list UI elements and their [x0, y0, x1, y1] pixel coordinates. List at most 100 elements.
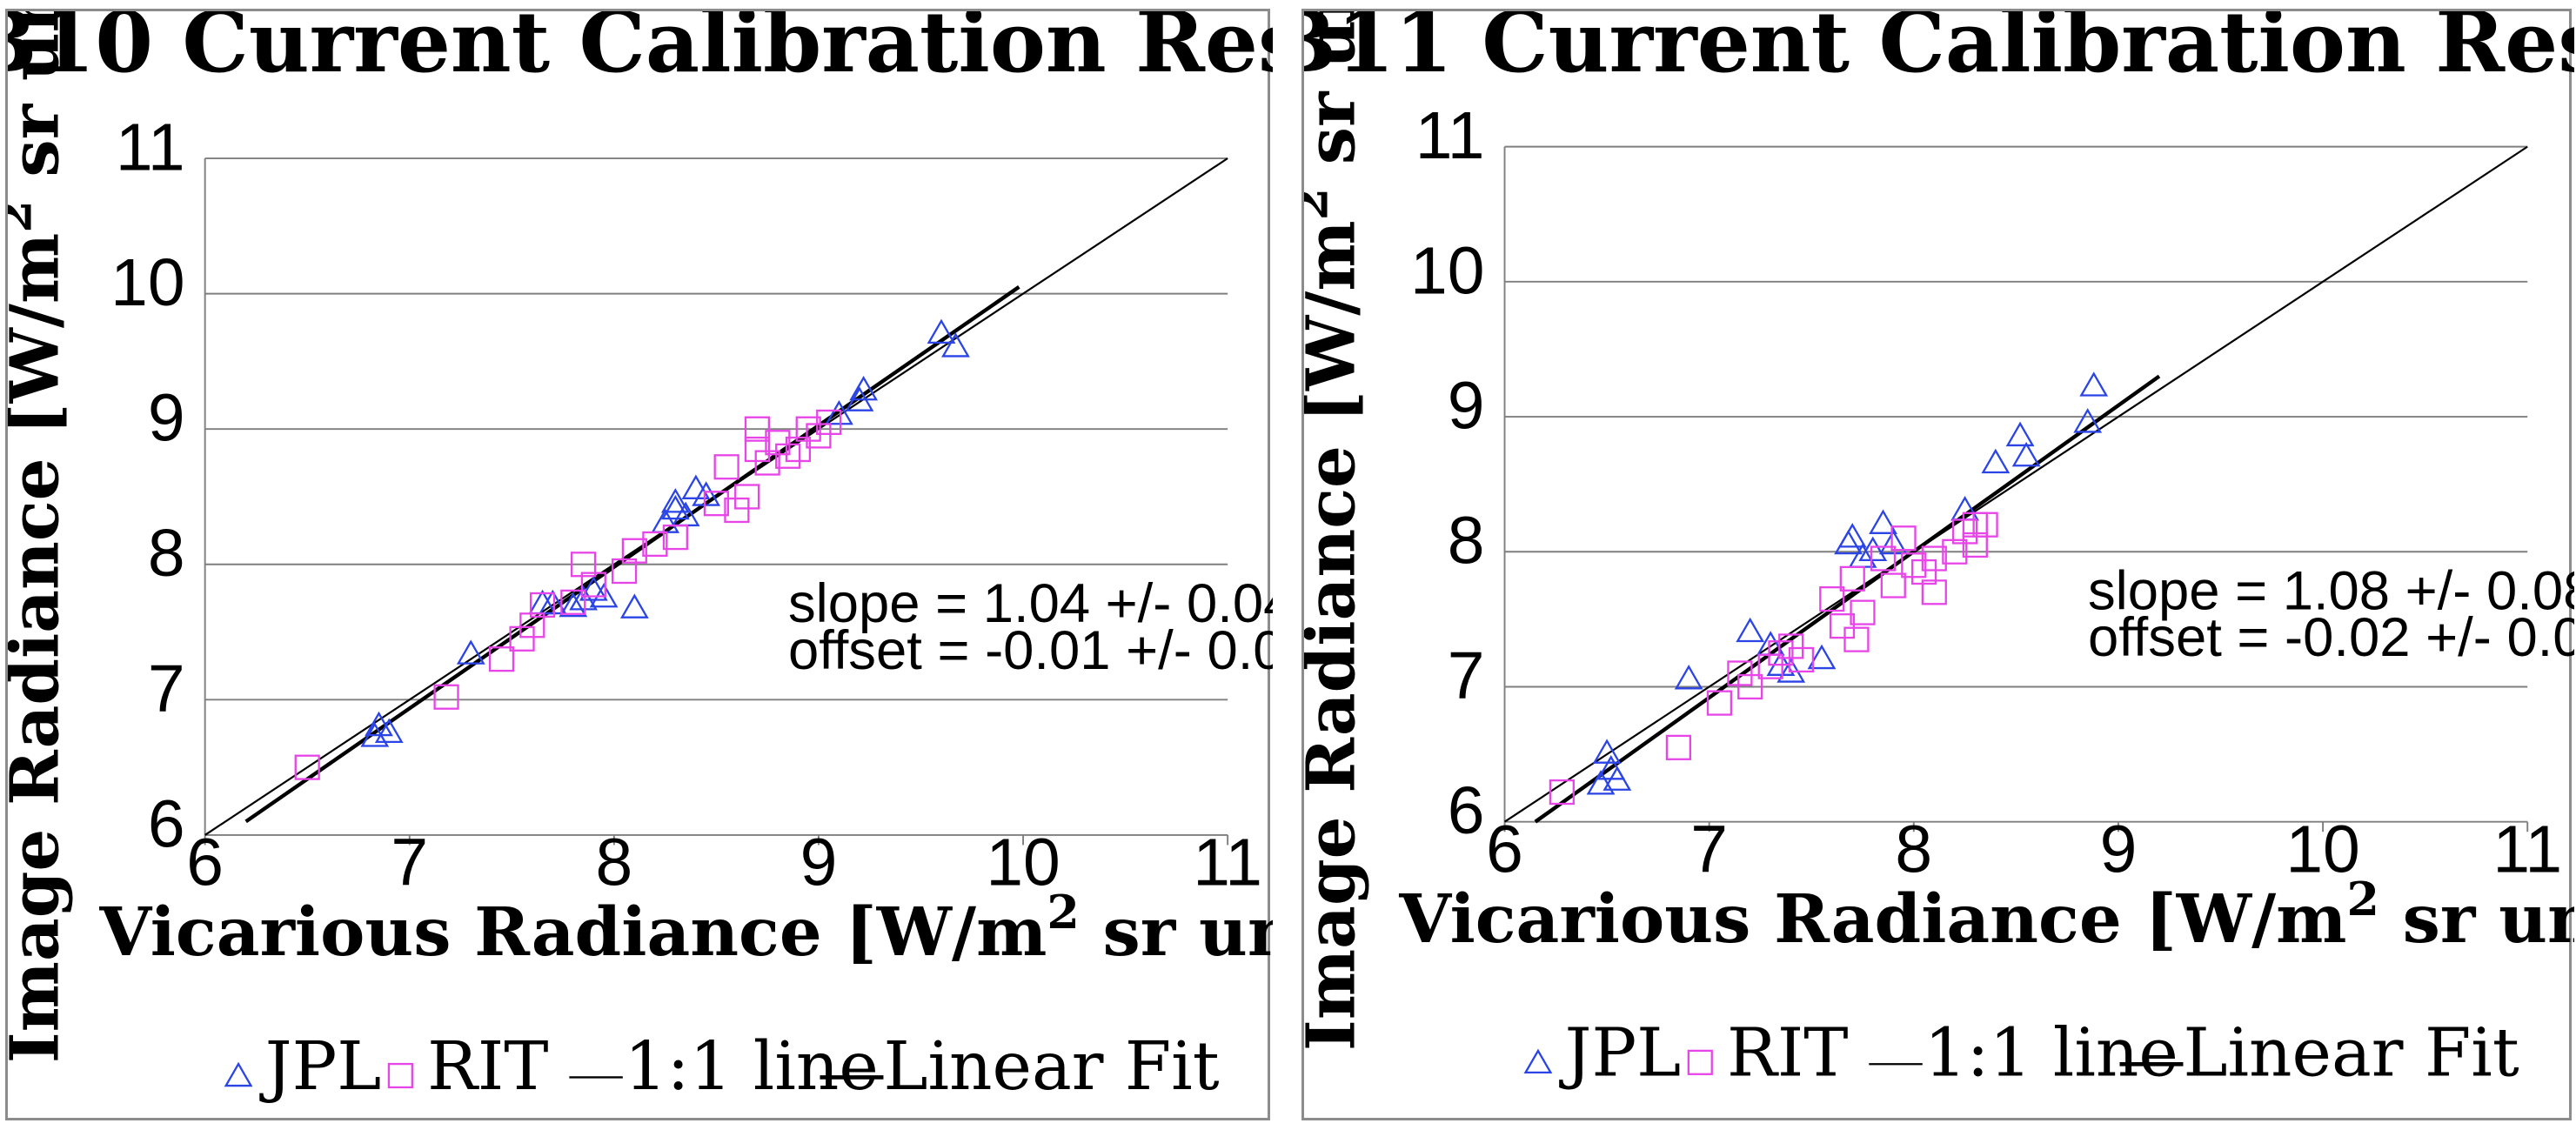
jpl-point — [365, 711, 393, 737]
rit-point — [1901, 552, 1927, 578]
offset-annotation: offset = -0.02 +/- 0.05 — [2088, 607, 2574, 668]
legend-rit-label: RIT — [1727, 1015, 1848, 1093]
jpl-point — [1807, 644, 1837, 670]
x-tick-label: 8 — [1895, 812, 1932, 886]
rit-point — [744, 416, 771, 442]
rit-point — [612, 558, 638, 585]
jpl-point — [374, 718, 404, 743]
y-tick-label: 9 — [148, 381, 185, 456]
rit-point — [754, 450, 780, 476]
rit-point — [703, 491, 729, 517]
rit-point — [816, 409, 842, 436]
rit-point — [662, 525, 688, 551]
rit-point — [433, 684, 459, 710]
jpl-point — [681, 474, 711, 499]
jpl-point — [1837, 523, 1867, 548]
x-tick-label: 8 — [595, 826, 632, 900]
jpl-point — [660, 488, 690, 513]
x-tick-label: 10 — [2285, 812, 2359, 886]
rit-point — [488, 646, 515, 672]
offset-annotation: offset = -0.01 +/- 0.03 — [788, 620, 1273, 681]
y-axis-label: Image Radiance [W/m2 sr um] — [8, 11, 75, 1063]
legend-rit-icon — [1687, 1049, 1713, 1075]
legend-jpl-label: JPL — [1559, 1015, 1682, 1093]
linear-fit-line — [1534, 374, 2161, 824]
rit-point — [1843, 626, 1870, 652]
jpl-point — [1878, 529, 1908, 555]
rit-point — [1665, 734, 1691, 760]
y-tick-label: 10 — [110, 245, 184, 320]
x-axis-label: Vicarious Radiance [W/m2 sr um] — [1398, 872, 2574, 959]
jpl-point — [2005, 421, 2035, 447]
x-tick-label: 7 — [391, 826, 428, 900]
slope-annotation: slope = 1.04 +/- 0.04 — [788, 573, 1273, 634]
y-axis-label: Image Radiance [W/m2 sr um] — [1304, 11, 1371, 1051]
jpl-point — [692, 481, 721, 506]
rit-point — [713, 454, 739, 480]
rit-point — [1768, 640, 1794, 666]
y-tick-label: 6 — [148, 786, 185, 861]
rit-point — [1839, 565, 1865, 592]
rit-point — [1962, 532, 1988, 558]
rit-point — [570, 552, 597, 578]
jpl-point — [1869, 509, 1897, 534]
jpl-point — [2079, 371, 2109, 397]
rit-point — [785, 436, 812, 463]
chart-title: B11 Current Calibration Results — [1304, 11, 2574, 91]
rit-point — [744, 436, 771, 463]
rit-point — [1737, 673, 1763, 700]
rit-point — [509, 625, 535, 652]
chart-title: B10 Current Calibration Results — [8, 11, 1273, 91]
x-tick-label: 9 — [800, 826, 838, 900]
chart-panel-b11: B11 Current Calibration Results 6 7 8 9 10 11 6… — [1301, 9, 2574, 1120]
rit-point — [1819, 585, 1845, 612]
jpl-point — [538, 589, 567, 615]
jpl-point — [849, 375, 879, 401]
rit-point — [621, 538, 647, 564]
rit-point — [1910, 558, 1937, 585]
rit-point — [1757, 653, 1783, 679]
legend-jpl-label: JPL — [259, 1028, 381, 1106]
rit-point — [1942, 538, 1968, 565]
legend-rit-icon — [387, 1062, 413, 1089]
linear-fit-line — [244, 285, 1020, 824]
chart-panel-b10: B10 Current Calibration Results 6 7 8 9 10 11 6… — [5, 9, 1273, 1120]
jpl-point — [569, 585, 598, 611]
rit-point — [765, 430, 791, 456]
legend-one-to-one-label: 1:1 line — [1924, 1015, 2178, 1093]
rit-point — [1921, 545, 1947, 572]
y-tick-label: 10 — [1410, 233, 1484, 308]
one-to-one-line — [1503, 145, 2528, 823]
rit-point — [519, 612, 545, 639]
rit-point — [724, 497, 750, 524]
y-tick-label: 7 — [1448, 639, 1485, 713]
jpl-point — [927, 318, 956, 344]
y-tick-label: 11 — [116, 110, 185, 184]
jpl-point — [660, 494, 690, 520]
rit-point — [1829, 613, 1856, 639]
rit-point — [642, 531, 668, 558]
jpl-point — [1674, 665, 1703, 690]
x-tick-label: 11 — [2492, 812, 2562, 886]
y-tick-label: 9 — [1448, 368, 1485, 443]
rit-point — [1951, 518, 1978, 545]
rit-point — [1870, 545, 1897, 572]
legend-one-to-one-label: 1:1 line — [625, 1028, 879, 1106]
jpl-point — [825, 399, 853, 425]
y-tick-label: 7 — [148, 652, 185, 726]
rit-point — [1727, 660, 1753, 686]
plot-group: B10 Current Calibration Results 6 7 8 9 10 11 6… — [8, 11, 1273, 1106]
rit-point — [560, 589, 586, 615]
legend-linear-fit-label: Linear Fit — [2183, 1015, 2519, 1093]
jpl-point — [1602, 766, 1632, 791]
jpl-point — [619, 593, 649, 618]
rit-point — [1921, 579, 1947, 605]
x-axis-label: Vicarious Radiance [W/m2 sr um] — [99, 885, 1273, 972]
x-tick-label: 7 — [1690, 812, 1728, 886]
rit-point — [1890, 525, 1917, 552]
rit-point — [1850, 599, 1876, 625]
rit-point — [1972, 512, 1998, 538]
rit-point — [580, 572, 606, 598]
legend-linear-fit-label: Linear Fit — [883, 1028, 1219, 1106]
rit-point — [1880, 572, 1906, 598]
